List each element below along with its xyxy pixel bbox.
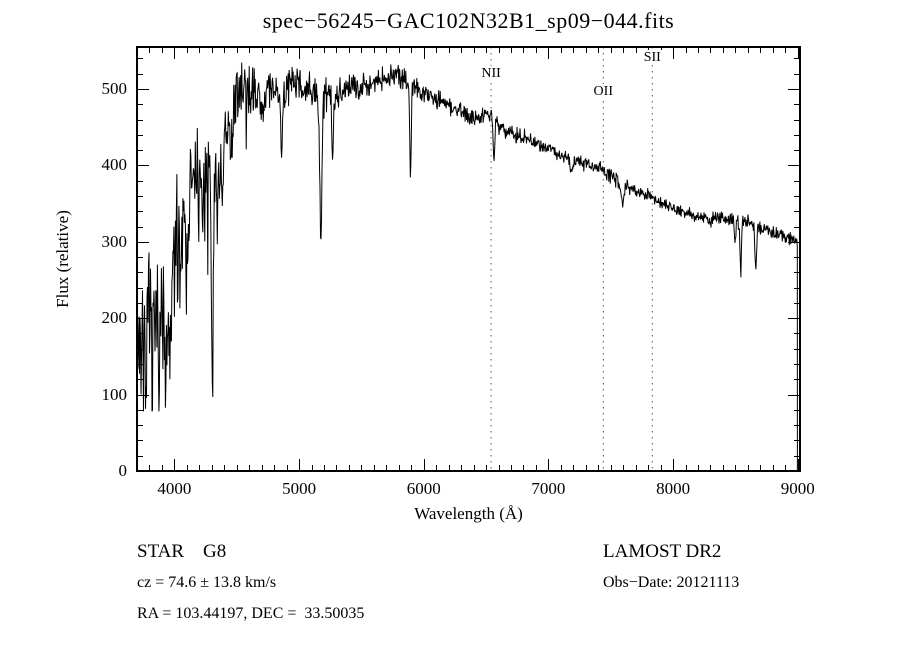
y-tick-label-200: 200 xyxy=(101,308,128,328)
plot-frame xyxy=(136,46,801,472)
marker-label-sii: SII xyxy=(641,49,663,65)
x-tick-label-5000: 5000 xyxy=(282,479,317,498)
obs-date-label: Obs−Date: 20121113 xyxy=(603,574,740,591)
object-class-label: STAR G8 xyxy=(137,541,227,562)
x-tick-label-9000: 9000 xyxy=(780,479,815,498)
x-tick-label-7000: 7000 xyxy=(531,479,566,498)
x-tick-label-6000: 6000 xyxy=(406,479,441,498)
y-tick-label-400: 400 xyxy=(101,155,128,175)
x-tick-label-8000: 8000 xyxy=(656,479,691,498)
x-axis-label: Wavelength (Å) xyxy=(414,504,523,523)
radial-velocity-label: cz = 74.6 ± 13.8 km/s xyxy=(137,574,277,591)
marker-label-nii: NII xyxy=(479,65,503,81)
y-tick-label-500: 500 xyxy=(101,79,128,99)
y-tick-label-0: 0 xyxy=(118,461,128,480)
x-tick-label-4000: 4000 xyxy=(157,479,192,498)
y-axis-label: Flux (relative) xyxy=(53,210,72,308)
y-tick-label-300: 300 xyxy=(101,231,128,251)
ra-dec-label: RA = 103.44197, DEC = 33.50035 xyxy=(137,605,365,622)
plot-title: spec−56245−GAC102N32B1_sp09−044.fits xyxy=(262,8,675,33)
marker-label-oii: OII xyxy=(591,83,615,99)
y-tick-label-100: 100 xyxy=(101,384,128,404)
spectrum-line xyxy=(136,62,798,472)
survey-release-label: LAMOST DR2 xyxy=(603,541,722,562)
